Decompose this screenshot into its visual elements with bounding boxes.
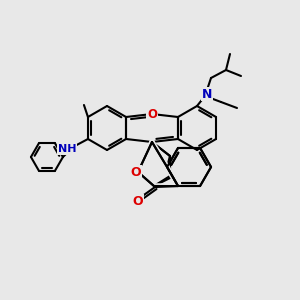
Text: O: O (131, 166, 141, 178)
Text: O: O (133, 194, 143, 208)
Text: N: N (202, 88, 212, 100)
Text: O: O (147, 107, 157, 121)
Text: NH: NH (58, 144, 76, 154)
